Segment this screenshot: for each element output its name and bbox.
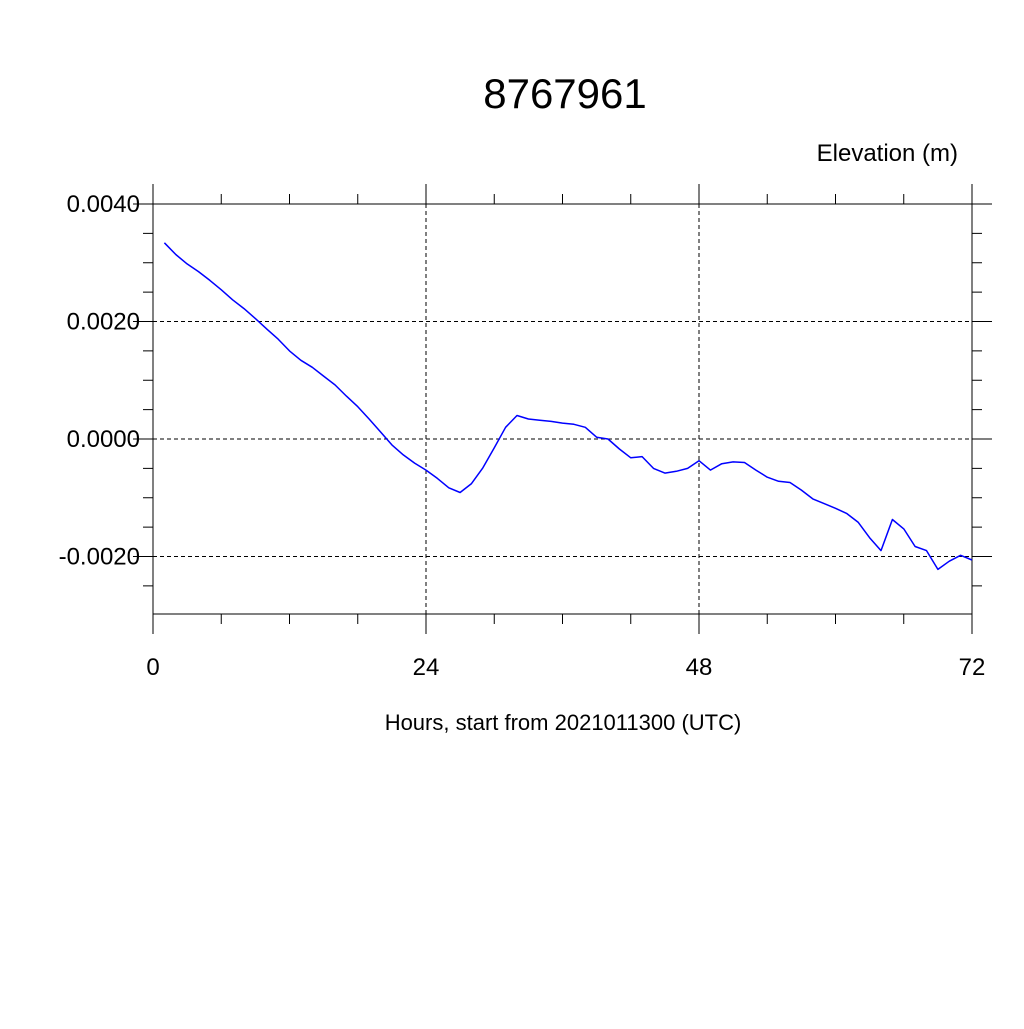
y-tick-label: 0.0020: [67, 309, 140, 336]
elevation-series-line: [163, 242, 973, 571]
y-tick-label: 0.0040: [67, 191, 140, 218]
tick-labels: 0 24 48 72 0.0040 0.0020 0.0000 -0.0020: [59, 191, 986, 681]
x-tick-label: 0: [146, 654, 159, 681]
x-axis-label: Hours, start from 2021011300 (UTC): [385, 710, 742, 735]
x-tick-label: 72: [959, 654, 986, 681]
y-tick-label: -0.0020: [59, 544, 140, 571]
x-tick-label: 24: [413, 654, 440, 681]
y-tick-label: 0.0000: [67, 426, 140, 453]
x-tick-label: 48: [686, 654, 713, 681]
grid-lines: [153, 203, 972, 614]
y-axis-label: Elevation (m): [817, 140, 958, 167]
plot-frame: [152, 203, 973, 615]
chart-title: 8767961: [483, 70, 647, 117]
data-series: [163, 242, 973, 571]
axis-ticks: [133, 184, 992, 634]
